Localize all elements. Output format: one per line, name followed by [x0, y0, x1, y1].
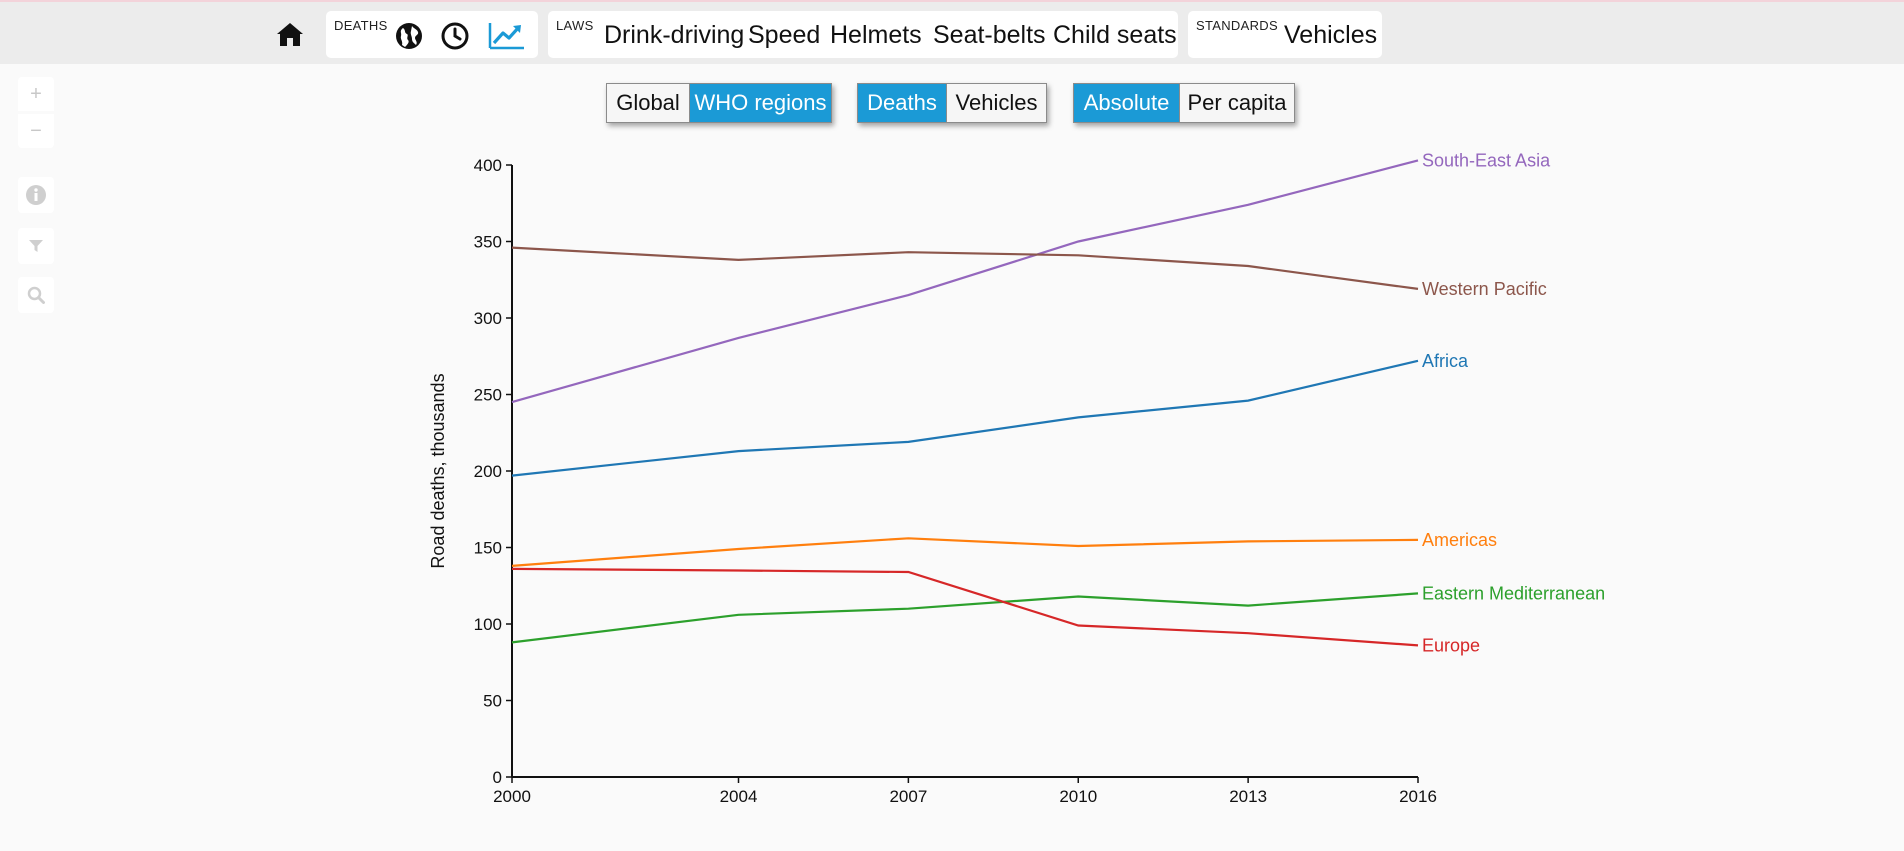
- trend-chart-icon[interactable]: [488, 21, 526, 51]
- globe-icon[interactable]: [394, 21, 424, 51]
- series-line-africa: [511, 359, 1419, 477]
- x-tick-label: 2000: [493, 787, 531, 806]
- series-label-western-pacific: Western Pacific: [1422, 279, 1547, 299]
- top-border: [0, 0, 1904, 2]
- x-tick-label: 2016: [1399, 787, 1437, 806]
- filter-icon: [29, 240, 43, 252]
- series-line-western-pacific: [511, 246, 1419, 290]
- x-tick-label: 2004: [720, 787, 758, 806]
- search-icon: [27, 286, 45, 304]
- measure-option-deaths[interactable]: Deaths: [858, 84, 946, 122]
- standards-group-label: STANDARDS: [1196, 18, 1278, 33]
- y-tick-label: 0: [493, 768, 502, 787]
- y-tick-label: 150: [474, 539, 502, 558]
- x-tick-label: 2007: [889, 787, 927, 806]
- scale-option-per-capita[interactable]: Per capita: [1179, 84, 1294, 122]
- search-button[interactable]: [18, 277, 54, 313]
- nav-child-seats[interactable]: Child seats: [1053, 21, 1177, 49]
- zoom-in-icon: +: [30, 82, 42, 105]
- series-label-africa: Africa: [1422, 351, 1469, 371]
- standards-group: STANDARDS Vehicles: [1188, 11, 1382, 58]
- nav-speed[interactable]: Speed: [748, 21, 821, 49]
- y-tick-label: 50: [483, 692, 502, 711]
- x-tick-label: 2013: [1229, 787, 1267, 806]
- deaths-group: DEATHS: [326, 11, 538, 58]
- clock-icon[interactable]: [440, 21, 470, 51]
- zoom-out-button[interactable]: −: [18, 114, 54, 148]
- scope-option-global[interactable]: Global: [607, 84, 689, 122]
- scale-option-absolute[interactable]: Absolute: [1074, 84, 1179, 122]
- y-tick-label: 350: [474, 233, 502, 252]
- series-line-south-east-asia: [511, 159, 1419, 404]
- filter-button[interactable]: [18, 228, 54, 264]
- navbar: DEATHS LAWS Drink-driving Speed Helmets …: [0, 2, 1904, 64]
- series-label-eastern-mediterranean: Eastern Mediterranean: [1422, 583, 1605, 603]
- series-label-americas: Americas: [1422, 530, 1497, 550]
- nav-vehicles-standard[interactable]: Vehicles: [1284, 21, 1378, 49]
- series-line-americas: [511, 537, 1419, 567]
- scope-toggle: Global WHO regions: [606, 83, 832, 123]
- nav-seat-belts[interactable]: Seat-belts: [933, 21, 1046, 49]
- home-button[interactable]: [272, 16, 308, 52]
- nav-helmets[interactable]: Helmets: [830, 21, 922, 49]
- info-icon: [26, 185, 46, 205]
- scope-option-who-regions[interactable]: WHO regions: [689, 84, 831, 122]
- laws-group-label: LAWS: [556, 18, 594, 33]
- y-tick-label: 400: [474, 156, 502, 175]
- nav-drink-driving[interactable]: Drink-driving: [604, 21, 745, 49]
- measure-toggle: Deaths Vehicles: [857, 83, 1047, 123]
- zoom-out-icon: −: [30, 119, 42, 142]
- measure-option-vehicles[interactable]: Vehicles: [946, 84, 1046, 122]
- y-tick-label: 100: [474, 615, 502, 634]
- series-label-south-east-asia: South-East Asia: [1422, 150, 1551, 170]
- y-axis-label: Road deaths, thousands: [428, 373, 448, 568]
- series-label-europe: Europe: [1422, 635, 1480, 655]
- x-tick-label: 2010: [1059, 787, 1097, 806]
- zoom-in-button[interactable]: +: [18, 77, 54, 111]
- deaths-group-label: DEATHS: [334, 18, 388, 33]
- series-line-eastern-mediterranean: [511, 592, 1419, 644]
- home-icon: [277, 23, 303, 46]
- series-line-europe: [511, 567, 1419, 647]
- info-button[interactable]: [18, 177, 54, 213]
- y-tick-label: 300: [474, 309, 502, 328]
- laws-group: LAWS Drink-driving Speed Helmets Seat-be…: [548, 11, 1178, 58]
- y-tick-label: 200: [474, 462, 502, 481]
- scale-toggle: Absolute Per capita: [1073, 83, 1295, 123]
- y-tick-label: 250: [474, 386, 502, 405]
